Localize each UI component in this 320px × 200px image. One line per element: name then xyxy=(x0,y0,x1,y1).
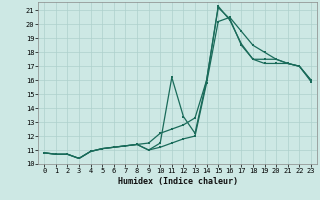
X-axis label: Humidex (Indice chaleur): Humidex (Indice chaleur) xyxy=(118,177,238,186)
